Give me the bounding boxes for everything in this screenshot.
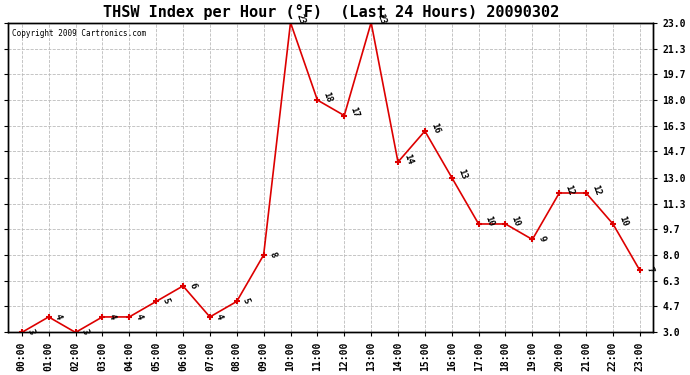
Text: 18: 18 <box>322 90 334 104</box>
Text: 5: 5 <box>241 297 251 305</box>
Text: 10: 10 <box>510 214 522 227</box>
Text: 3: 3 <box>26 328 37 336</box>
Text: 4: 4 <box>106 312 117 320</box>
Text: 4: 4 <box>53 312 63 320</box>
Title: THSW Index per Hour (°F)  (Last 24 Hours) 20090302: THSW Index per Hour (°F) (Last 24 Hours)… <box>103 4 559 20</box>
Text: 16: 16 <box>429 121 441 134</box>
Text: 6: 6 <box>187 281 197 290</box>
Text: 3: 3 <box>79 328 90 336</box>
Text: 10: 10 <box>617 214 629 227</box>
Text: 5: 5 <box>160 297 170 305</box>
Text: 12: 12 <box>590 183 602 196</box>
Text: 14: 14 <box>402 152 414 165</box>
Text: 9: 9 <box>537 235 547 243</box>
Text: 13: 13 <box>456 168 468 181</box>
Text: Copyright 2009 Cartronics.com: Copyright 2009 Cartronics.com <box>12 29 146 38</box>
Text: 17: 17 <box>348 106 361 119</box>
Text: 4: 4 <box>214 312 224 320</box>
Text: 4: 4 <box>133 312 144 320</box>
Text: 23: 23 <box>375 13 387 26</box>
Text: 12: 12 <box>564 183 575 196</box>
Text: 7: 7 <box>644 266 654 274</box>
Text: 23: 23 <box>295 13 307 26</box>
Text: 8: 8 <box>268 250 278 258</box>
Text: 10: 10 <box>483 214 495 227</box>
